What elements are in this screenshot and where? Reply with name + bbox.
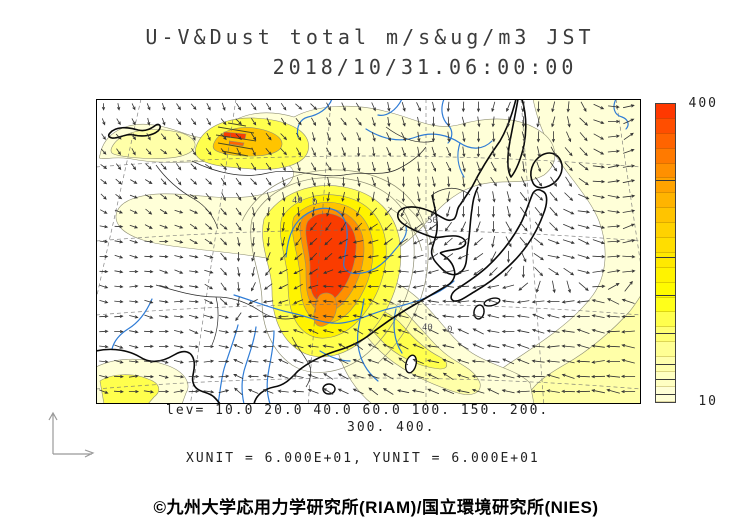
rivers — [111, 99, 629, 404]
contour-label: 50 — [427, 216, 438, 226]
dust-fill-level-40 — [357, 307, 448, 370]
colorbar-segment — [656, 238, 675, 253]
colorbar-segment — [656, 193, 675, 209]
x-axis-arrow-icon — [53, 449, 95, 458]
river — [393, 308, 403, 354]
colorbar-tick — [656, 256, 675, 258]
colorbar-segment — [656, 148, 675, 164]
coastlines — [96, 99, 563, 404]
dust-fill-level-40 — [99, 374, 160, 404]
contour-label: 40 — [292, 196, 303, 206]
colorbar-segment — [656, 133, 675, 149]
country-borders — [155, 126, 471, 388]
dense-contour-hatch — [215, 122, 257, 157]
colorbar-segment — [656, 312, 675, 328]
wind-vectors — [99, 101, 636, 396]
coastline — [96, 348, 221, 404]
river — [217, 324, 239, 404]
colorbar-tick — [656, 379, 675, 381]
river — [377, 99, 403, 116]
colorbar-tick — [656, 363, 675, 365]
coastline — [459, 99, 517, 206]
river — [613, 99, 629, 130]
river — [285, 207, 407, 275]
lev-line-2: 300. 400. — [347, 420, 436, 435]
contour-label: 40 — [422, 323, 433, 333]
island — [473, 304, 485, 320]
axes-glyph — [48, 411, 95, 458]
colorbar-segment — [656, 327, 675, 343]
river — [111, 298, 153, 350]
island — [483, 297, 501, 307]
coastline — [107, 123, 161, 139]
colorbar-tick — [656, 295, 675, 297]
coastline — [530, 152, 563, 189]
units-line: XUNIT = 6.000E+01, YUNIT = 6.000E+01 — [186, 451, 540, 466]
plot-title: U-V&Dust total m/s&ug/m3 JST — [145, 25, 595, 49]
colorbar-min-label: 10 — [698, 394, 718, 409]
colorbar-tick — [656, 333, 675, 335]
map-frame — [96, 99, 641, 404]
colorbar-segment — [656, 178, 675, 194]
contour-label: 0 — [447, 325, 452, 335]
colorbar-segment — [656, 208, 675, 224]
dust-contour-fills — [96, 99, 641, 404]
colorbar-segment — [656, 223, 675, 239]
colorbar-segment — [656, 282, 675, 298]
map-svg: 40 0 50 40 0 — [96, 99, 641, 404]
island — [322, 383, 336, 395]
colorbar-segment — [656, 118, 675, 134]
coastline — [507, 99, 527, 178]
colorbar-segment — [656, 163, 675, 179]
coastline — [450, 188, 548, 302]
colorbar-segment — [656, 342, 675, 358]
river — [266, 330, 275, 404]
colorbar-max-label: 400 — [688, 96, 718, 111]
colorbar-tick — [656, 180, 675, 182]
river — [357, 298, 379, 382]
river — [319, 350, 351, 362]
colorbar-segment — [656, 104, 675, 119]
contour-label: 0 — [312, 198, 317, 208]
contour-rings — [241, 169, 435, 373]
colorbar — [655, 103, 676, 403]
colorbar-segment — [656, 267, 675, 283]
colorbar-segment — [656, 252, 675, 268]
plot-timestamp: 2018/10/31.06:00:00 — [272, 55, 578, 79]
river — [365, 128, 493, 149]
lev-line-1: lev= 10.0 20.0 40.0 60.0 100. 150. 200. — [166, 403, 550, 418]
y-axis-arrow-icon — [48, 411, 58, 454]
river — [241, 326, 257, 404]
colorbar-tick — [656, 394, 675, 396]
colorbar-segment — [656, 297, 675, 313]
river — [233, 280, 455, 324]
coastline — [396, 204, 467, 254]
river — [296, 99, 333, 138]
river — [457, 142, 465, 178]
credit-line: ©九州大学応用力学研究所(RIAM)/国立環境研究所(NIES) — [153, 498, 599, 517]
dust-fill-level-300 — [305, 212, 357, 303]
coastline — [430, 186, 479, 276]
